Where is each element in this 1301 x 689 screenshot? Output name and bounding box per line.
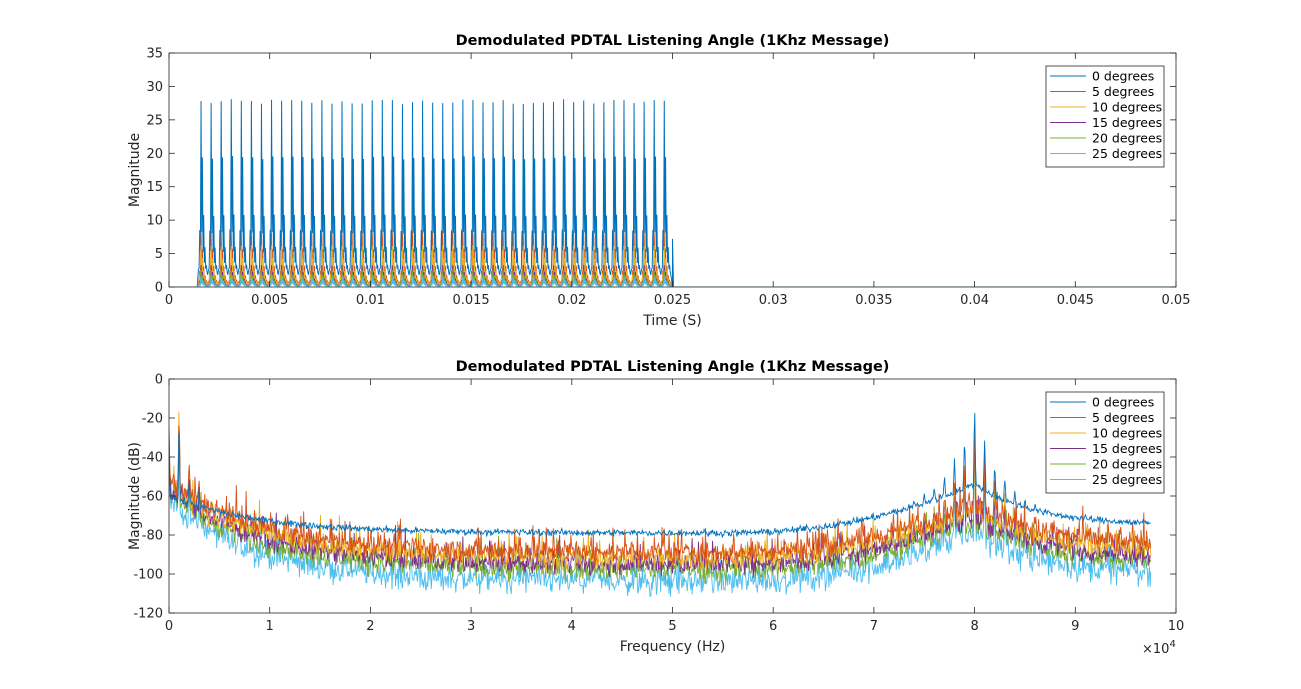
y-tick-label: -100 bbox=[133, 568, 163, 583]
series-lines bbox=[169, 99, 1176, 287]
legend-label: 10 degrees bbox=[1092, 100, 1162, 115]
chart-title: Demodulated PDTAL Listening Angle (1Khz … bbox=[456, 359, 890, 375]
y-tick-label: 20 bbox=[146, 147, 163, 162]
x-tick-label: 0.02 bbox=[557, 293, 586, 308]
y-tick-label: -20 bbox=[142, 412, 163, 427]
x-tick-label: 1 bbox=[266, 619, 274, 634]
chart-title: Demodulated PDTAL Listening Angle (1Khz … bbox=[456, 33, 890, 49]
series-line-0-degrees bbox=[169, 413, 1151, 538]
y-tick-label: 0 bbox=[155, 373, 163, 388]
legend-label: 0 degrees bbox=[1092, 395, 1154, 410]
y-tick-label: -120 bbox=[133, 607, 163, 622]
legend-label: 5 degrees bbox=[1092, 84, 1154, 99]
x-tick-label: 10 bbox=[1168, 619, 1185, 634]
y-tick-label: -40 bbox=[142, 451, 163, 466]
x-tick-label: 7 bbox=[870, 619, 878, 634]
y-tick-label: 25 bbox=[146, 113, 163, 128]
frequency-domain-plot: 0 1 2 3 4 5 6 7 8 9 10 0 -20 -40 -60 -80 -100 -120 Demodul… bbox=[127, 359, 1184, 657]
legend-label: 25 degrees bbox=[1092, 146, 1162, 161]
legend-label: 10 degrees bbox=[1092, 426, 1162, 441]
y-tick-label: -80 bbox=[142, 529, 163, 544]
x-tick-label: 9 bbox=[1071, 619, 1079, 634]
x-tick-label: 8 bbox=[970, 619, 978, 634]
legend-label: 5 degrees bbox=[1092, 410, 1154, 425]
x-exponent-power: 4 bbox=[1169, 639, 1175, 650]
legend-label: 15 degrees bbox=[1092, 115, 1162, 130]
series-lines bbox=[169, 411, 1152, 597]
x-tick-label: 0.025 bbox=[654, 293, 691, 308]
x-tick-label: 3 bbox=[467, 619, 475, 634]
y-tick-label: 5 bbox=[155, 247, 163, 262]
legend-label: 15 degrees bbox=[1092, 441, 1162, 456]
x-tick-label: 0.005 bbox=[251, 293, 288, 308]
x-axis-label: Time (S) bbox=[642, 313, 702, 329]
series-line-0-degrees bbox=[169, 99, 1176, 287]
x-tick-label: 0.015 bbox=[452, 293, 489, 308]
x-tick-label: 4 bbox=[568, 619, 576, 634]
series-line-5-degrees bbox=[169, 425, 1152, 567]
series-line-25-degrees bbox=[169, 276, 1176, 287]
x-tick-label: 0.01 bbox=[356, 293, 385, 308]
legend-label: 20 degrees bbox=[1092, 131, 1162, 146]
plot-area bbox=[169, 379, 1176, 613]
x-exponent-base: ×10 bbox=[1142, 642, 1169, 657]
x-tick-label: 0.05 bbox=[1162, 293, 1191, 308]
y-tick-label: 15 bbox=[146, 180, 163, 195]
y-axis-label: Magnitude (dB) bbox=[127, 442, 143, 550]
x-tick-label: 0 bbox=[165, 293, 173, 308]
x-tick-label: 2 bbox=[366, 619, 374, 634]
y-tick-label: -60 bbox=[142, 490, 163, 505]
legend-label: 0 degrees bbox=[1092, 69, 1154, 84]
legend-box bbox=[1045, 65, 1165, 168]
y-tick-label: 30 bbox=[146, 80, 163, 95]
x-exponent-label: ×104 bbox=[1142, 639, 1176, 657]
x-tick-label: 6 bbox=[769, 619, 777, 634]
y-tick-label: 0 bbox=[155, 281, 163, 296]
y-axis-label: Magnitude bbox=[127, 133, 143, 207]
series-line-25-degrees bbox=[169, 442, 1152, 597]
x-tick-label: 0.03 bbox=[759, 293, 788, 308]
legend-label: 20 degrees bbox=[1092, 457, 1162, 472]
legend-box bbox=[1045, 391, 1165, 494]
y-tick-label: 10 bbox=[146, 214, 163, 229]
x-tick-label: 0.045 bbox=[1057, 293, 1094, 308]
x-tick-label: 0 bbox=[165, 619, 173, 634]
legend-label: 25 degrees bbox=[1092, 472, 1162, 487]
x-tick-label: 5 bbox=[668, 619, 676, 634]
series-line-10-degrees bbox=[169, 411, 1152, 572]
y-tick-label: 35 bbox=[146, 47, 163, 62]
x-axis-label: Frequency (Hz) bbox=[620, 639, 726, 655]
x-tick-label: 0.04 bbox=[960, 293, 989, 308]
x-tick-label: 0.035 bbox=[855, 293, 892, 308]
time-domain-plot: 0 0.005 0.01 0.015 0.02 0.025 0.03 0.035 0.04 0.0… bbox=[127, 33, 1190, 329]
